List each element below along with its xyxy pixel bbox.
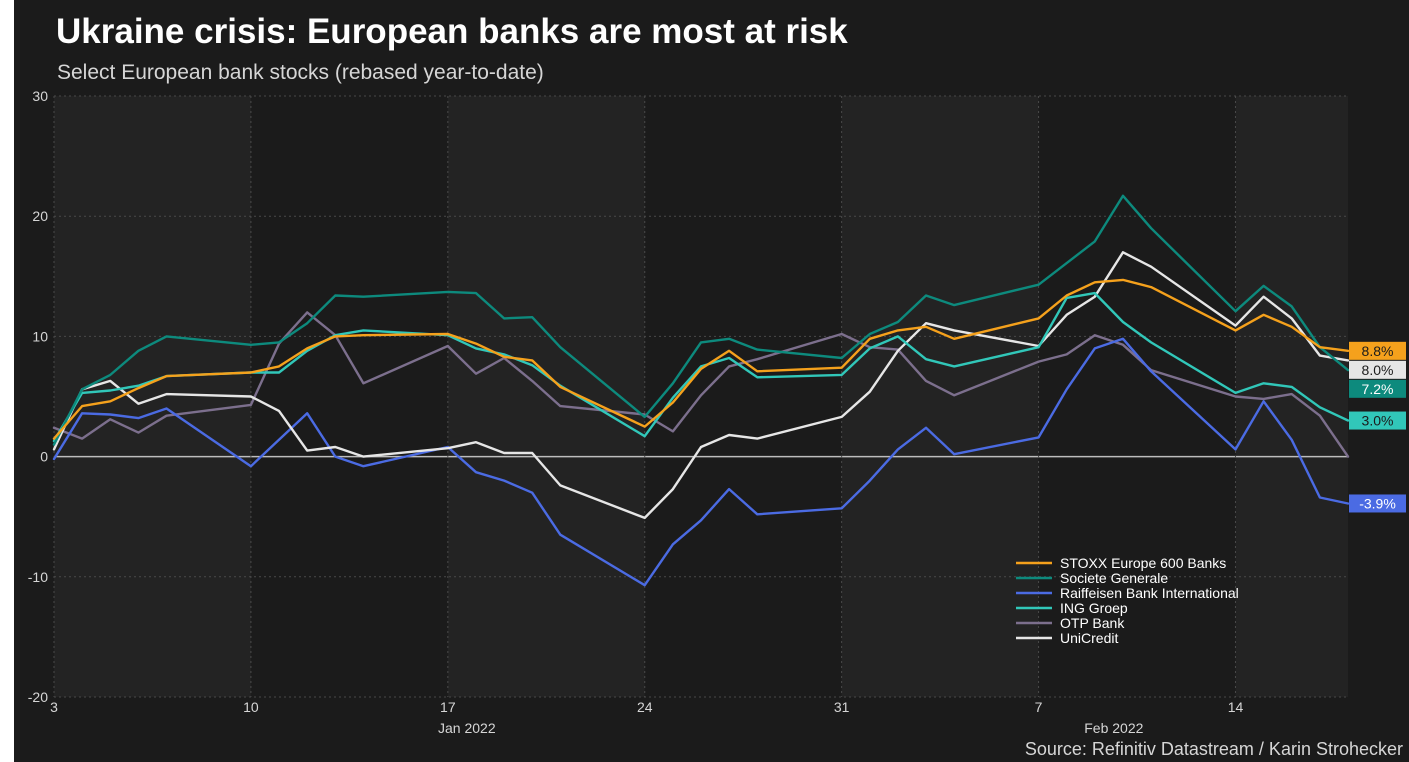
- end-label: 8.0%: [1362, 362, 1394, 378]
- source-note: Source: Refinitiv Datastream / Karin Str…: [1024, 739, 1403, 759]
- end-label-box: [1349, 360, 1406, 379]
- y-tick-label: -20: [28, 689, 48, 705]
- legend-label: Raiffeisen Bank International: [1060, 585, 1239, 601]
- legend-label: STOXX Europe 600 Banks: [1060, 555, 1226, 571]
- series-line: [52, 278, 1350, 440]
- end-label-box: [1349, 341, 1406, 360]
- week-bands: [54, 96, 1348, 697]
- end-label: -3.9%: [1359, 495, 1396, 511]
- chart-frame: -20 -10 0 10 20 30 3 10 17 24 31 7 14 Jan 2022 Feb 202…: [14, 0, 1409, 762]
- series-line: [52, 194, 1350, 446]
- legend-label: UniCredit: [1060, 630, 1118, 646]
- series-line: [52, 291, 1350, 443]
- end-labels: 8.8% 8.0% 7.2% 3.0% -3.9%: [1349, 341, 1406, 513]
- axes: -20 -10 0 10 20 30 3 10 17 24 31 7 14 Jan 2022 Feb 202…: [28, 88, 1244, 736]
- week-band: [447, 96, 645, 697]
- chart-title: Ukraine crisis: European banks are most …: [56, 12, 848, 51]
- series-line: [52, 337, 1350, 587]
- y-tick-label: 0: [40, 449, 48, 465]
- y-tick-label: -10: [28, 569, 48, 585]
- week-band: [841, 96, 1039, 697]
- chart-subtitle: Select European bank stocks (rebased yea…: [57, 61, 544, 84]
- end-label: 8.8%: [1362, 343, 1394, 359]
- x-tick-label: 24: [637, 699, 653, 715]
- end-label: 7.2%: [1362, 381, 1394, 397]
- y-tick-label: 20: [32, 208, 48, 224]
- x-tick-label: 17: [440, 699, 456, 715]
- series-line: [52, 311, 1350, 458]
- legend-label: OTP Bank: [1060, 615, 1125, 631]
- week-band: [1235, 96, 1348, 697]
- end-label-box: [1349, 411, 1406, 430]
- y-tick-label: 30: [32, 88, 48, 104]
- series-lines: [52, 194, 1350, 587]
- end-label-box: [1349, 379, 1406, 398]
- line-chart: -20 -10 0 10 20 30 3 10 17 24 31 7 14 Jan 2022 Feb 202…: [28, 88, 1406, 736]
- x-tick-label: 31: [834, 699, 850, 715]
- grid-lines: [53, 95, 1348, 698]
- x-tick-label: 14: [1228, 699, 1244, 715]
- end-label: 3.0%: [1362, 413, 1394, 429]
- legend-label: Societe Generale: [1060, 570, 1168, 586]
- series-line: [52, 251, 1350, 520]
- month-label: Jan 2022: [438, 720, 496, 736]
- legend-label: ING Groep: [1060, 600, 1128, 616]
- y-tick-label: 10: [32, 328, 48, 344]
- x-tick-label: 7: [1035, 699, 1043, 715]
- x-tick-label: 3: [50, 699, 58, 715]
- end-label-box: [1349, 494, 1406, 513]
- x-tick-label: 10: [243, 699, 259, 715]
- month-label: Feb 2022: [1084, 720, 1143, 736]
